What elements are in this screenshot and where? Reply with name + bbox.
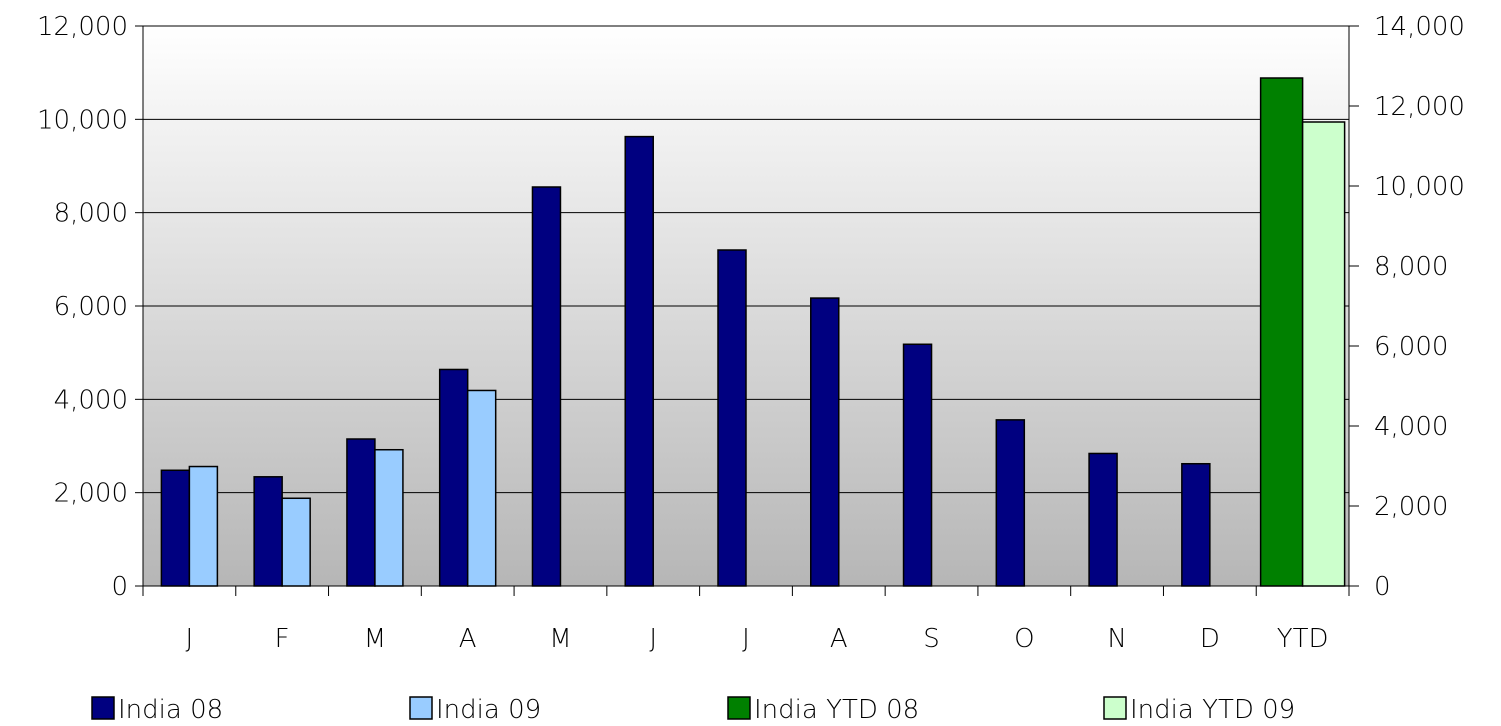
left-axis-tick-label: 6,000: [54, 292, 128, 322]
bar-india-08-s: [902, 343, 933, 587]
x-axis-tick-label: M: [549, 624, 571, 654]
right-axis-tick-label: 6,000: [1374, 332, 1448, 362]
legend-swatch: [727, 696, 751, 720]
x-axis-tick-label: S: [923, 624, 940, 654]
right-axis-tick-label: 14,000: [1374, 12, 1465, 42]
bar-india-09-j: [188, 465, 219, 587]
legend-label: India 09: [436, 695, 541, 725]
bar-india-08-a: [438, 368, 469, 587]
legend-label: India YTD 09: [1130, 695, 1295, 725]
bar-india-09-f: [281, 497, 311, 587]
x-axis-tick-label: J: [742, 624, 750, 654]
left-axis-tick-label: 2,000: [54, 479, 128, 509]
left-axis-tick-label: 12,000: [37, 12, 128, 42]
bar-india-08-o: [995, 419, 1026, 587]
bar-india-08-f: [253, 476, 283, 587]
right-axis-tick-label: 8,000: [1374, 252, 1448, 282]
axes: [135, 25, 1359, 596]
right-axis-tick-label: 4,000: [1374, 412, 1448, 442]
x-axis-tick-label: A: [459, 624, 477, 654]
bar-india-08-n: [1088, 452, 1118, 587]
legend-swatch: [1103, 696, 1127, 720]
right-axis-tick-labels: 0 2,000 4,000 6,000 8,000 10,000 12,000 14,000: [1374, 12, 1465, 602]
right-axis-tick-label: 0: [1374, 572, 1391, 602]
right-axis-tick-label: 2,000: [1374, 492, 1448, 522]
x-axis-tick-label: O: [1014, 624, 1034, 654]
x-axis-tick-label: A: [830, 624, 848, 654]
x-axis-tick-label: J: [649, 624, 657, 654]
bar-india-08-j: [717, 249, 747, 587]
right-axis-tick-label: 12,000: [1374, 92, 1465, 122]
x-axis-tick-labels: J F M A M J J A S O N D YTD: [186, 624, 1329, 654]
legend-swatch: [91, 696, 115, 720]
bars: [160, 77, 1346, 587]
legend: India 08 India 09 India YTD 08 India YTD 09: [91, 695, 1295, 725]
legend-label: India 08: [118, 695, 223, 725]
x-axis-tick-label: YTD: [1277, 624, 1329, 654]
left-axis-tick-labels: 0 2,000 4,000 6,000 8,000 10,000 12,000: [37, 12, 128, 602]
bar-india-ytd-08-ytd: [1259, 77, 1304, 587]
legend-label: India YTD 08: [754, 695, 919, 725]
bar-india-09-m: [374, 448, 404, 587]
bar-india-09-a: [466, 389, 497, 587]
x-axis-tick-label: N: [1107, 624, 1126, 654]
x-axis-tick-label: F: [275, 624, 290, 654]
bar-india-ytd-09-ytd: [1301, 121, 1346, 587]
x-axis-tick-label: J: [186, 624, 194, 654]
bar-india-08-j: [624, 135, 654, 587]
right-axis-tick-label: 10,000: [1374, 172, 1465, 202]
bar-india-08-m: [531, 186, 562, 587]
bar-india-08-a: [810, 297, 840, 587]
bar-india-08-d: [1181, 462, 1211, 587]
legend-swatch: [409, 696, 433, 720]
left-axis-tick-label: 10,000: [37, 105, 128, 135]
x-axis-tick-label: M: [364, 624, 386, 654]
bar-india-08-m: [346, 438, 376, 587]
left-axis-tick-label: 4,000: [54, 385, 128, 415]
left-axis-tick-label: 0: [111, 572, 128, 602]
bar-india-08-j: [160, 469, 191, 587]
x-axis-tick-label: D: [1200, 624, 1220, 654]
left-axis-tick-label: 8,000: [54, 199, 128, 229]
